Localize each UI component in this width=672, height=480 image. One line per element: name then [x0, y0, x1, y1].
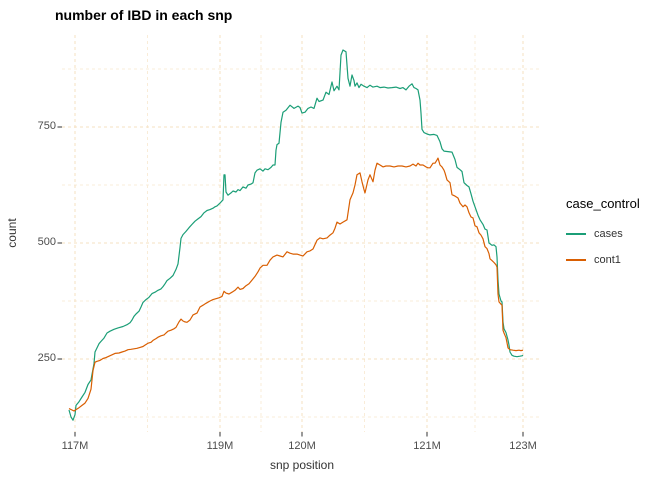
legend-items: cases cont1	[566, 221, 670, 273]
legend-item-cont1: cont1	[566, 247, 670, 273]
y-axis-title: count	[5, 218, 19, 248]
x-axis-title: snp position	[269, 458, 335, 472]
y-tick-label: 500	[37, 236, 56, 248]
legend-title: case_control	[566, 196, 640, 211]
legend: case_control cases cont1	[566, 196, 670, 273]
x-tick-label: 117M	[61, 440, 89, 452]
legend-item-label: cases	[594, 228, 623, 240]
legend-key-line	[566, 233, 586, 235]
series-line-cont1	[68, 157, 524, 412]
chart-title: number of IBD in each snp	[55, 7, 233, 23]
y-tick-label: 250	[37, 352, 56, 364]
legend-item-label: cont1	[594, 254, 621, 266]
x-tick-label: 123M	[509, 440, 537, 452]
legend-item-cases: cases	[566, 221, 670, 247]
x-tick-label: 121M	[413, 440, 441, 452]
y-tick-label: 750	[37, 120, 56, 132]
legend-key-line	[566, 259, 586, 261]
x-tick-label: 120M	[288, 440, 316, 452]
series-line-cases	[68, 49, 524, 421]
x-tick-label: 119M	[206, 440, 234, 452]
